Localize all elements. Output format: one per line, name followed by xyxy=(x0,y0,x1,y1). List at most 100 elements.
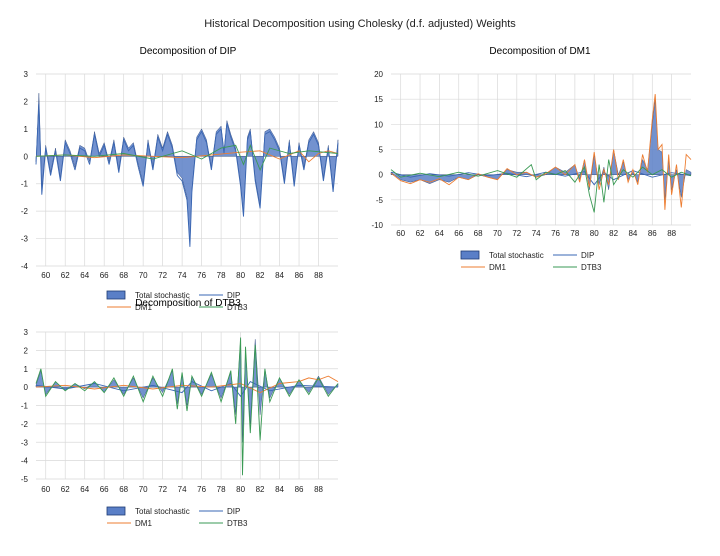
decomposition-of-dip-x-tick: 68 xyxy=(119,271,128,280)
decomposition-of-dip-y-tick: -3 xyxy=(21,235,29,244)
decomposition-of-dm1-y-tick: -5 xyxy=(376,196,384,205)
figure-title: Historical Decomposition using Cholesky … xyxy=(204,18,516,30)
decomposition-of-dm1-x-tick: 88 xyxy=(667,229,676,238)
decomposition-of-dm1-y-tick: 0 xyxy=(379,171,384,180)
decomposition-of-dip-x-tick: 88 xyxy=(314,271,323,280)
decomposition-of-dtb3-legend-total-stochastic: Total stochastic xyxy=(106,506,190,516)
decomposition-of-dip-series-total-stochastic xyxy=(35,93,339,245)
decomposition-of-dtb3-x-tick: 66 xyxy=(100,485,109,494)
decomposition-of-dm1-x-tick: 64 xyxy=(435,229,444,238)
decomposition-of-dtb3-x-tick: 72 xyxy=(158,485,167,494)
decomposition-of-dtb3-x-tick: 62 xyxy=(61,485,70,494)
chart-dtb3: Decomposition of DTB3 3 2 1 0 -1 -2 -3 -4 -5 60 62 6… xyxy=(21,298,339,528)
decomposition-of-dm1-y-tick: 5 xyxy=(379,146,384,155)
decomposition-of-dtb3-x-tick: 68 xyxy=(119,485,128,494)
decomposition-of-dtb3-series-dm1 xyxy=(35,375,339,394)
decomposition-of-dip-legend-dtb3: DTB3 xyxy=(199,303,248,312)
decomposition-of-dip-x-tick: 78 xyxy=(217,271,226,280)
decomposition-of-dm1-legend-label: DM1 xyxy=(489,263,506,272)
decomposition-of-dtb3-y-tick: -1 xyxy=(21,402,29,411)
decomposition-of-dip-x-tick: 66 xyxy=(100,271,109,280)
decomposition-of-dm1-x-tick: 72 xyxy=(512,229,521,238)
decomposition-of-dip-y-tick: 1 xyxy=(24,125,29,134)
decomposition-of-dtb3-y-tick: 0 xyxy=(24,383,29,392)
decomposition-of-dip-series-dip xyxy=(35,104,339,247)
decomposition-of-dm1-x-tick: 62 xyxy=(416,229,425,238)
decomposition-of-dm1-x-tick: 84 xyxy=(628,229,637,238)
decomposition-of-dm1-x-tick: 74 xyxy=(532,229,541,238)
decomposition-of-dtb3-legend-dip: DIP xyxy=(199,507,240,516)
decomposition-of-dtb3-x-tick: 64 xyxy=(80,485,89,494)
decomposition-of-dtb3-y-tick: 1 xyxy=(24,365,29,374)
decomposition-of-dip-title: Decomposition of DIP xyxy=(140,46,237,57)
decomposition-of-dm1-x-tick: 78 xyxy=(570,229,579,238)
decomposition-of-dip-x-tick: 64 xyxy=(80,271,89,280)
decomposition-of-dtb3-y-tick: 2 xyxy=(24,346,29,355)
decomposition-of-dm1-y-tick: 15 xyxy=(374,95,383,104)
chart-panel-dtb3: Decomposition of DTB3 3 2 1 0 -1 -2 -3 -4 -5 60 62 6… xyxy=(0,292,360,552)
decomposition-of-dip-x-tick: 70 xyxy=(139,271,148,280)
decomposition-of-dm1-x-tick: 70 xyxy=(493,229,502,238)
decomposition-of-dtb3-legend-label: DM1 xyxy=(135,519,152,528)
decomposition-of-dip-series-dtb3 xyxy=(35,144,339,172)
decomposition-of-dm1-legend-label: Total stochastic xyxy=(489,251,544,260)
chart-panel-dm1: Decomposition of DM1 20 15 10 5 0 -5 -10 60 62 64 6… xyxy=(355,40,720,290)
decomposition-of-dtb3-x-tick: 74 xyxy=(178,485,187,494)
decomposition-of-dip-legend-label: DM1 xyxy=(135,303,152,312)
decomposition-of-dip-x-tick: 60 xyxy=(41,271,50,280)
decomposition-of-dtb3-x-tick: 84 xyxy=(275,485,284,494)
decomposition-of-dm1-x-tick: 82 xyxy=(609,229,618,238)
decomposition-of-dtb3-x-tick: 78 xyxy=(217,485,226,494)
decomposition-of-dtb3-legend-label: DTB3 xyxy=(227,519,248,528)
decomposition-of-dm1-y-tick: -10 xyxy=(371,221,383,230)
decomposition-of-dip-legend-label: DIP xyxy=(227,291,240,300)
decomposition-of-dm1-legend-dtb3: DTB3 xyxy=(553,263,602,272)
decomposition-of-dip-legend-dm1: DM1 xyxy=(107,303,152,312)
decomposition-of-dtb3-legend-label: DIP xyxy=(227,507,240,516)
decomposition-of-dtb3-y-tick: -4 xyxy=(21,457,29,466)
decomposition-of-dtb3-legend-label: Total stochastic xyxy=(135,507,190,516)
decomposition-of-dtb3-x-tick: 88 xyxy=(314,485,323,494)
decomposition-of-dip-y-tick: 3 xyxy=(24,70,29,79)
decomposition-of-dm1-y-tick: 10 xyxy=(374,120,383,129)
decomposition-of-dtb3-y-tick: 3 xyxy=(24,328,29,337)
decomposition-of-dtb3-legend-swatch xyxy=(106,506,126,516)
decomposition-of-dip-y-tick: -1 xyxy=(21,180,29,189)
decomposition-of-dtb3-x-tick: 70 xyxy=(139,485,148,494)
decomposition-of-dm1-legend-label: DTB3 xyxy=(581,263,602,272)
decomposition-of-dtb3-y-tick: -5 xyxy=(21,475,29,484)
decomposition-of-dm1-legend-label: DIP xyxy=(581,251,594,260)
decomposition-of-dip-x-tick: 74 xyxy=(178,271,187,280)
decomposition-of-dtb3-x-tick: 76 xyxy=(197,485,206,494)
decomposition-of-dm1-legend-swatch xyxy=(460,250,480,260)
decomposition-of-dip-legend-swatch xyxy=(106,290,126,300)
decomposition-of-dip-x-tick: 80 xyxy=(236,271,245,280)
decomposition-of-dip-x-tick: 76 xyxy=(197,271,206,280)
decomposition-of-dm1-x-tick: 80 xyxy=(590,229,599,238)
decomposition-of-dtb3-y-tick: -3 xyxy=(21,438,29,447)
decomposition-of-dtb3-x-tick: 86 xyxy=(295,485,304,494)
decomposition-of-dip-legend-dip: DIP xyxy=(199,291,240,300)
decomposition-of-dtb3-legend-dm1: DM1 xyxy=(107,519,152,528)
decomposition-of-dtb3-x-tick: 60 xyxy=(41,485,50,494)
decomposition-of-dm1-x-tick: 68 xyxy=(474,229,483,238)
decomposition-of-dtb3-y-tick: -2 xyxy=(21,420,29,429)
chart-panel-dip: Decomposition of DIP 3 2 1 0 -1 -2 -3 -4 60 62 64 66… xyxy=(0,40,360,312)
decomposition-of-dm1-legend-dip: DIP xyxy=(553,251,594,260)
decomposition-of-dm1-x-tick: 76 xyxy=(551,229,560,238)
decomposition-of-dm1-title: Decomposition of DM1 xyxy=(489,46,591,57)
decomposition-of-dip-x-tick: 84 xyxy=(275,271,284,280)
decomposition-of-dm1-series-dtb3 xyxy=(390,159,692,213)
decomposition-of-dm1-legend-dm1: DM1 xyxy=(461,263,506,272)
decomposition-of-dtb3-series-dtb3 xyxy=(35,337,339,476)
decomposition-of-dip-series-dm1 xyxy=(35,150,339,163)
decomposition-of-dip-y-tick: 0 xyxy=(24,152,29,161)
decomposition-of-dip-y-tick: 2 xyxy=(24,97,29,106)
decomposition-of-dm1-series-dm1 xyxy=(390,94,692,210)
decomposition-of-dip-x-tick: 62 xyxy=(61,271,70,280)
decomposition-of-dm1-x-tick: 66 xyxy=(454,229,463,238)
decomposition-of-dip-x-tick: 86 xyxy=(295,271,304,280)
decomposition-of-dip-x-tick: 82 xyxy=(256,271,265,280)
decomposition-of-dm1-x-tick: 60 xyxy=(396,229,405,238)
decomposition-of-dtb3-x-tick: 82 xyxy=(256,485,265,494)
